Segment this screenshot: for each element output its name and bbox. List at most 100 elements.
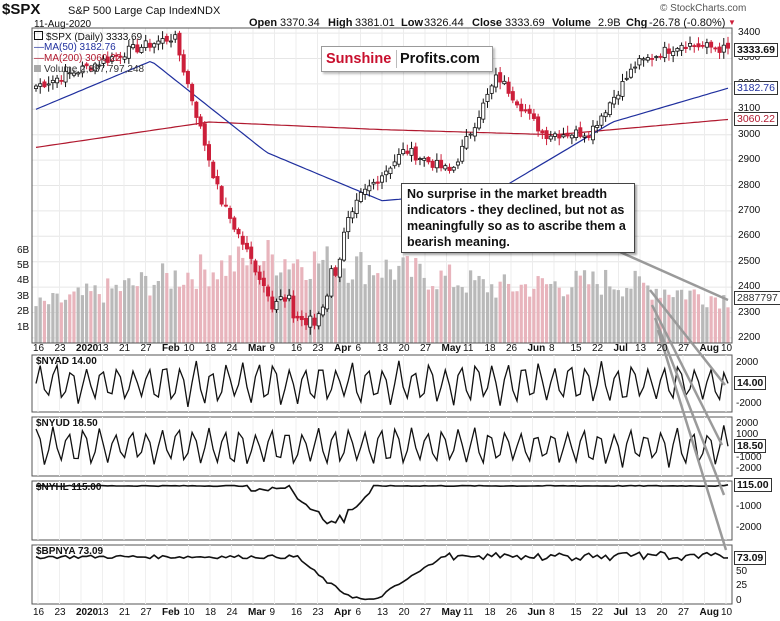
volume-bar — [165, 273, 169, 343]
indicator-line — [35, 484, 729, 525]
candlesticks — [34, 30, 731, 335]
legend-ma200: —MA(200) 3060.22 — [34, 53, 122, 64]
volume-tick-label: 5B — [17, 260, 30, 272]
volume-bar — [85, 283, 89, 343]
x-tick-label-top: 10 — [183, 343, 195, 354]
candle-body — [683, 46, 688, 49]
legend-volume: Volume 2,887,797,248 — [34, 64, 144, 76]
volume-bar — [570, 287, 574, 343]
price-tick-label: 2600 — [738, 230, 761, 242]
candle-body — [662, 46, 667, 58]
candle-body — [316, 313, 321, 327]
price-tick-label: 2400 — [738, 281, 761, 293]
candle-body — [84, 63, 89, 67]
volume-bar — [473, 280, 477, 343]
volume-bar — [236, 246, 241, 343]
indicator-last-value: 14.00 — [734, 376, 767, 391]
x-tick-label-top: 16 — [33, 343, 45, 354]
volume-bar — [506, 283, 511, 343]
volume-bar — [76, 287, 80, 343]
down-arrow-icon: ▼ — [728, 18, 736, 27]
indicator-last-value: 18.50 — [734, 439, 767, 454]
volume-bar — [114, 284, 118, 343]
volume-bar — [224, 275, 228, 343]
indicator-tick-label: 2000 — [736, 357, 759, 369]
candle-body — [688, 42, 693, 47]
candle-body — [485, 93, 490, 102]
volume-bar — [591, 271, 595, 343]
x-tick-label-bottom: 18 — [484, 607, 496, 618]
volume-bar — [101, 302, 106, 343]
indicator-tick-label: -1000 — [736, 501, 762, 513]
candle-body — [645, 57, 650, 61]
volume-bar — [186, 272, 190, 343]
volume-bar — [557, 287, 561, 343]
chg-value: -26.78 (-0.80%) — [649, 17, 726, 29]
index-name: S&P 500 Large Cap Index — [68, 5, 196, 17]
last-value-tag: 3333.69 — [734, 42, 778, 57]
volume-bar — [481, 279, 485, 343]
x-tick-label-bottom: 10 — [183, 607, 195, 618]
candle-body — [628, 68, 633, 78]
close-value: 3333.69 — [505, 17, 545, 29]
candle-body — [599, 115, 604, 126]
volume-tick-label: 6B — [17, 244, 30, 256]
volume-bar — [173, 270, 177, 343]
volume-bar — [198, 254, 203, 343]
volume-bar — [599, 294, 604, 343]
candle-body — [329, 268, 334, 297]
price-tick-label: 2500 — [738, 255, 761, 267]
volume-bar — [156, 281, 160, 343]
x-tick-label-top: 21 — [119, 343, 131, 354]
candle-body — [582, 135, 587, 138]
candle-body — [342, 231, 347, 261]
volume-bar — [515, 291, 519, 343]
volume-bar — [536, 276, 540, 343]
price-tick-label: 3400 — [738, 27, 761, 39]
volume-bar — [667, 294, 671, 343]
x-tick-label-bottom: 22 — [592, 607, 604, 618]
annotation-arrow — [649, 289, 726, 386]
volume-label: Volume — [552, 17, 591, 29]
candle-body — [114, 54, 119, 57]
candle-body — [717, 46, 722, 53]
candle-body — [253, 260, 258, 273]
x-tick-label-top: 26 — [506, 343, 518, 354]
volume-bar — [443, 275, 447, 343]
volume-bar — [675, 290, 679, 343]
indicator-title: $NYAD 14.00 — [36, 356, 97, 367]
volume-bar — [34, 306, 38, 343]
x-tick-label-bottom: 2020 — [76, 607, 99, 618]
candle-body — [574, 129, 579, 138]
candle-body — [80, 65, 85, 74]
volume-bar — [401, 257, 405, 343]
volume-bar — [431, 286, 435, 343]
candle-body — [413, 146, 418, 161]
candle-body — [430, 160, 435, 168]
candle-body — [122, 56, 127, 60]
candle-body — [510, 91, 515, 101]
volume-bar — [338, 274, 342, 343]
volume-bar — [59, 302, 63, 343]
legend-volume-text: Volume 2,887,797,248 — [44, 64, 145, 75]
volume-bar — [540, 278, 544, 343]
x-tick-label-bottom: 23 — [312, 607, 324, 618]
indicator-tick-label: -2000 — [736, 397, 762, 409]
candle-body — [97, 64, 102, 67]
candle-body — [169, 40, 174, 43]
x-tick-label-top: 22 — [592, 343, 604, 354]
indicator-tick-label: 50 — [736, 565, 748, 577]
x-tick-label-bottom: 9 — [269, 607, 276, 618]
volume-bar — [587, 284, 591, 343]
candle-body — [295, 315, 300, 319]
x-tick-label-bottom: 20 — [398, 607, 410, 618]
volume-bar — [135, 286, 139, 343]
volume-bar — [426, 289, 431, 343]
x-tick-label-bottom: 20 — [656, 607, 668, 618]
last-value-tag: 3182.76 — [734, 81, 778, 96]
indicator-line — [35, 550, 729, 601]
volume-bar — [494, 297, 498, 343]
volume-bar — [422, 277, 426, 343]
volume-bar — [279, 272, 283, 343]
candle-body — [569, 134, 574, 139]
